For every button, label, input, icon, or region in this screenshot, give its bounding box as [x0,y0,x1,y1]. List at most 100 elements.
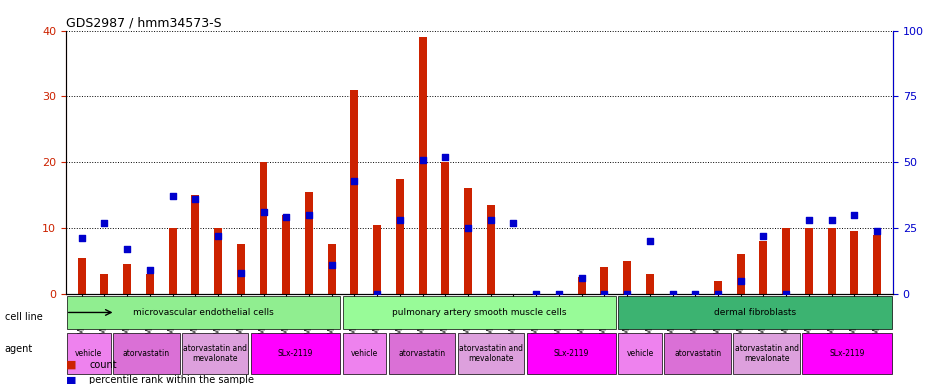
Bar [351,90,358,294]
FancyBboxPatch shape [388,333,455,374]
Point [824,217,839,223]
FancyBboxPatch shape [251,333,340,374]
Point [528,291,543,297]
Bar [373,225,381,294]
Point [597,291,612,297]
Text: atorvastatin and
mevalonate: atorvastatin and mevalonate [183,344,247,364]
Text: pulmonary artery smooth muscle cells: pulmonary artery smooth muscle cells [392,308,567,317]
Point [847,212,862,218]
Point [97,220,112,226]
Point [347,177,362,184]
Text: atorvastatin and
mevalonate: atorvastatin and mevalonate [459,344,523,364]
FancyBboxPatch shape [619,296,892,329]
Bar [578,277,586,294]
Bar [646,274,654,294]
Bar [873,235,881,294]
Bar [305,192,313,294]
FancyBboxPatch shape [343,333,386,374]
Bar [78,258,86,294]
Bar [418,37,427,294]
Text: ■: ■ [66,375,76,384]
Point [552,291,567,297]
Text: atorvastatin: atorvastatin [674,349,721,358]
Point [688,291,703,297]
Bar [782,228,791,294]
Point [256,209,271,215]
Text: SLx-2119: SLx-2119 [829,349,865,358]
Bar [737,254,744,294]
FancyBboxPatch shape [458,333,525,374]
Point [415,157,431,163]
FancyBboxPatch shape [343,296,616,329]
Point [619,291,634,297]
FancyBboxPatch shape [802,333,892,374]
Bar [237,244,244,294]
Text: atorvastatin: atorvastatin [399,349,446,358]
Text: SLx-2119: SLx-2119 [554,349,589,358]
Text: microvascular endothelial cells: microvascular endothelial cells [133,308,274,317]
Text: vehicle: vehicle [75,349,102,358]
Text: SLx-2119: SLx-2119 [278,349,313,358]
Point [279,214,294,220]
Text: agent: agent [5,344,33,354]
Text: dermal fibroblasts: dermal fibroblasts [714,308,796,317]
Bar [192,195,199,294]
FancyBboxPatch shape [113,333,180,374]
Text: count: count [89,360,117,370]
Point [188,196,203,202]
Point [778,291,793,297]
Point [302,212,317,218]
Point [211,233,226,239]
Bar [487,205,494,294]
Bar [827,228,836,294]
Point [392,217,407,223]
Point [802,217,817,223]
Text: atorvastatin: atorvastatin [122,349,170,358]
Point [665,291,680,297]
Text: percentile rank within the sample: percentile rank within the sample [89,375,255,384]
Bar [464,189,472,294]
Bar [396,179,404,294]
Bar [259,162,268,294]
Bar [760,241,767,294]
Bar [601,267,608,294]
Bar [714,281,722,294]
FancyBboxPatch shape [67,333,111,374]
Point [142,267,157,273]
Bar [146,274,154,294]
Bar [851,231,858,294]
Point [369,291,384,297]
Bar [101,274,108,294]
Point [119,246,134,252]
FancyBboxPatch shape [733,333,800,374]
Text: GDS2987 / hmm34573-S: GDS2987 / hmm34573-S [66,17,222,30]
FancyBboxPatch shape [181,333,248,374]
Point [165,193,180,199]
Bar [168,228,177,294]
Point [733,278,748,284]
Text: vehicle: vehicle [627,349,654,358]
FancyBboxPatch shape [665,333,731,374]
Bar [623,261,631,294]
Point [870,227,885,233]
Point [506,220,521,226]
Bar [123,264,132,294]
Point [233,270,248,276]
Point [461,225,476,231]
Bar [328,244,336,294]
Bar [214,228,222,294]
Text: atorvastatin and
mevalonate: atorvastatin and mevalonate [735,344,799,364]
Point [642,238,657,244]
Text: vehicle: vehicle [351,349,378,358]
FancyBboxPatch shape [67,296,340,329]
Bar [442,162,449,294]
Bar [805,228,813,294]
Point [483,217,498,223]
FancyBboxPatch shape [526,333,616,374]
Point [711,291,726,297]
Text: ■: ■ [66,360,76,370]
Point [438,154,453,160]
Point [324,262,339,268]
Point [756,233,771,239]
Bar [282,215,290,294]
